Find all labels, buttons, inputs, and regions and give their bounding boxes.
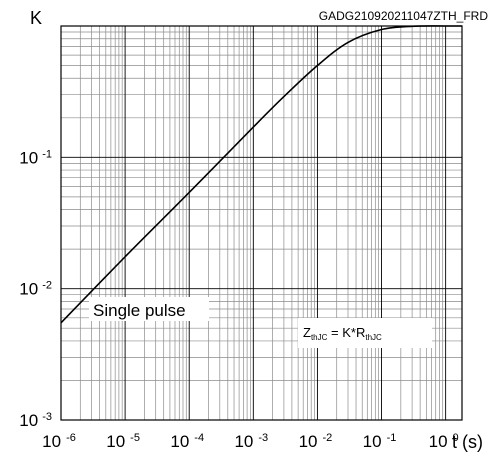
single-pulse-annotation: Single pulse [89, 297, 209, 321]
y-tick-label: 10 -2 [19, 280, 52, 299]
x-tick-base: 10 [170, 432, 189, 451]
x-tick-base: 10 [234, 432, 253, 451]
x-tick-base: 10 [429, 432, 448, 451]
plot-frame [60, 25, 463, 421]
x-tick-label: 10 -5 [106, 432, 140, 451]
formula-label: ZthJC = K*RthJC [303, 325, 382, 342]
formula-z-sub: thJC [311, 333, 328, 342]
formula-annotation: ZthJC = K*RthJC [298, 318, 432, 348]
x-tick-exponent: -3 [258, 432, 268, 444]
y-tick-exponent: -2 [42, 280, 52, 292]
formula-mid: = K*R [327, 325, 365, 340]
x-tick-labels: 10 -6 10 -5 10 -4 10 -3 10 -2 10 -1 10 0 [42, 432, 459, 451]
y-axis-label: K [30, 8, 42, 28]
y-tick-exponent: -1 [42, 148, 52, 160]
x-tick-exponent: -4 [194, 432, 204, 444]
x-tick-label: 10 -4 [170, 432, 204, 451]
y-tick-label: 10 -1 [19, 148, 52, 167]
x-tick-label: 10 -2 [299, 432, 333, 451]
x-tick-exponent: -2 [322, 432, 332, 444]
x-tick-base: 10 [42, 432, 61, 451]
formula-z: Z [303, 325, 311, 340]
y-tick-base: 10 [19, 148, 38, 167]
y-tick-exponent: -3 [42, 411, 52, 423]
y-tick-labels: 10 -1 10 -2 10 -3 [19, 148, 52, 430]
x-axis-label: t (s) [452, 432, 483, 452]
x-tick-base: 10 [299, 432, 318, 451]
single-pulse-label: Single pulse [93, 301, 186, 320]
x-tick-base: 10 [106, 432, 125, 451]
x-tick-label: 10 0 [429, 432, 459, 451]
minor-grid [61, 26, 462, 420]
y-tick-base: 10 [19, 411, 38, 430]
chart-title: GADG210920211047ZTH_FRD [319, 9, 489, 23]
series-line [60, 25, 463, 324]
x-tick-exponent: -5 [130, 432, 140, 444]
y-tick-base: 10 [19, 280, 38, 299]
x-tick-exponent: 0 [453, 432, 459, 444]
y-tick-label: 10 -3 [19, 411, 52, 430]
major-grid [60, 25, 462, 421]
x-tick-label: 10 -1 [363, 432, 397, 451]
single-pulse-box [89, 297, 209, 321]
x-tick-exponent: -1 [387, 432, 397, 444]
x-tick-label: 10 -3 [234, 432, 268, 451]
x-tick-exponent: -6 [66, 432, 76, 444]
formula-r-sub: thJC [365, 333, 382, 342]
x-tick-label: 10 -6 [42, 432, 76, 451]
formula-box [298, 318, 432, 348]
x-tick-base: 10 [363, 432, 382, 451]
